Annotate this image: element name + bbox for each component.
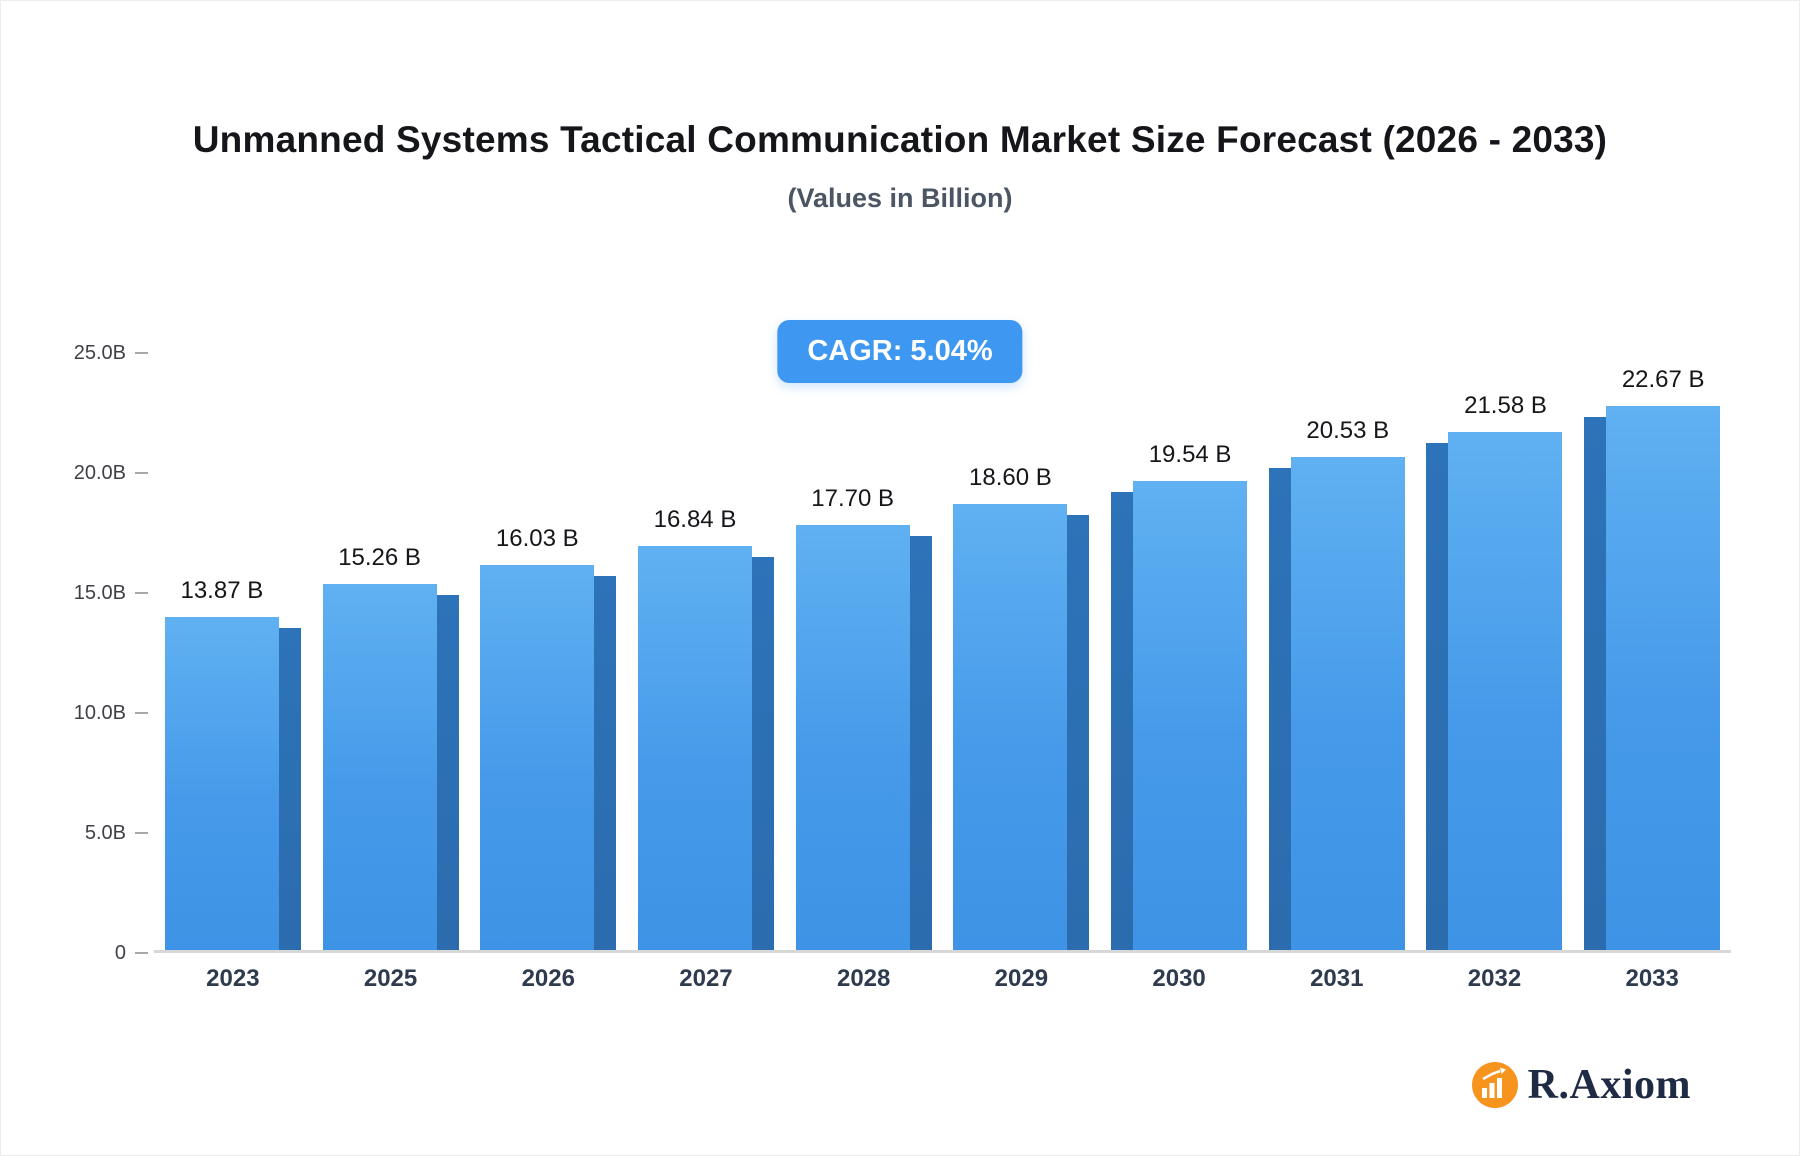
y-axis-tick-mark xyxy=(135,592,148,594)
bar-value-label: 19.54 B xyxy=(1148,441,1232,469)
bar-value-label: 18.60 B xyxy=(969,463,1052,491)
bar-group: 18.60 B xyxy=(943,353,1101,950)
bar-side-face xyxy=(1067,514,1090,950)
x-axis-label: 2026 xyxy=(521,965,575,992)
bar xyxy=(1584,405,1721,950)
bar-chart: CAGR: 5.04% 0 5.0B 10.0B 15.0B 20.0B 25.0B 13… xyxy=(39,293,1761,1013)
bar-value-label: 13.87 B xyxy=(180,577,264,605)
y-axis-tick-mark xyxy=(135,832,148,834)
bar-front-face xyxy=(953,503,1068,950)
bar xyxy=(1426,432,1563,950)
bar-side-face xyxy=(278,628,301,950)
bar-front-face xyxy=(637,545,752,950)
bar-value-label: 21.58 B xyxy=(1464,392,1547,420)
bar xyxy=(1268,457,1405,950)
bar-front-face xyxy=(164,617,279,950)
bar-front-face xyxy=(1290,457,1405,950)
x-axis-label: 2027 xyxy=(679,965,733,992)
bar-front-face xyxy=(795,525,910,950)
x-axis-label: 2033 xyxy=(1625,965,1679,992)
bar-side-face xyxy=(1268,468,1291,950)
y-axis-tick-label: 20.0B xyxy=(73,462,126,484)
x-axis-label: 2031 xyxy=(1310,965,1364,992)
x-axis-label: 2028 xyxy=(836,965,891,992)
bar-group: 19.54 B xyxy=(1100,353,1258,950)
bar-value-label: 22.67 B xyxy=(1621,365,1705,393)
bar xyxy=(637,545,774,950)
bar-front-face xyxy=(1448,432,1563,950)
bar-front-face xyxy=(1133,481,1248,950)
x-axis-label: 2030 xyxy=(1152,965,1206,992)
brand-name: R.Axiom xyxy=(1527,1062,1691,1108)
y-axis-tick-mark xyxy=(135,472,148,474)
bar-front-face xyxy=(1606,405,1721,950)
x-axis-label: 2032 xyxy=(1467,965,1522,992)
bar-group: 16.84 B xyxy=(627,353,785,950)
bar-side-face xyxy=(1584,416,1607,950)
bar-value-label: 17.70 B xyxy=(811,485,895,513)
bar xyxy=(1111,481,1248,950)
bar xyxy=(480,565,617,950)
x-axis: 2023 2025 2026 2027 2028 2029 2030 2031 2032 2033 xyxy=(154,965,1731,993)
bar-group: 16.03 B xyxy=(469,353,627,950)
bar xyxy=(322,583,459,950)
y-axis-tick-mark xyxy=(135,952,148,954)
y-axis-tick-mark xyxy=(135,712,148,714)
y-axis-tick-label: 0 xyxy=(114,942,126,964)
bar-chart-icon xyxy=(1471,1062,1518,1108)
chart-title: Unmanned Systems Tactical Communication … xyxy=(192,119,1608,160)
plot-area: 13.87 B 15.26 B 16.03 B 16.84 B 17.70 B 18.60… xyxy=(154,353,1731,953)
y-axis-tick-label: 25.0B xyxy=(73,342,126,364)
y-axis-tick-label: 10.0B xyxy=(73,702,126,724)
bar xyxy=(953,503,1090,950)
bar-side-face xyxy=(1426,443,1449,950)
x-axis-label: 2025 xyxy=(363,965,418,992)
y-axis: 0 5.0B 10.0B 15.0B 20.0B 25.0B xyxy=(39,342,154,964)
bar-group: 17.70 B xyxy=(785,353,943,950)
bar-group: 21.58 B xyxy=(1416,353,1574,950)
cagr-badge: CAGR: 5.04% xyxy=(777,320,1023,383)
bar-side-face xyxy=(436,594,459,950)
bar-front-face xyxy=(480,565,595,950)
bar-value-label: 20.53 B xyxy=(1306,417,1390,445)
bar-value-label: 16.03 B xyxy=(495,525,579,553)
bar-side-face xyxy=(1111,492,1134,950)
bar xyxy=(164,617,301,950)
bar-group: 22.67 B xyxy=(1573,353,1731,950)
bar-front-face xyxy=(322,583,437,950)
bar-group: 13.87 B xyxy=(154,353,312,950)
y-axis-tick-mark xyxy=(135,352,148,354)
bar-value-label: 16.84 B xyxy=(653,505,737,533)
bar-side-face xyxy=(751,556,774,950)
chart-subtitle: (Values in Billion) xyxy=(787,183,1013,213)
bar-group: 15.26 B xyxy=(312,353,470,950)
chart-frame: Unmanned Systems Tactical Communication … xyxy=(9,11,1791,1155)
x-axis-label: 2029 xyxy=(994,965,1049,992)
y-axis-tick-label: 15.0B xyxy=(73,582,126,604)
bar xyxy=(795,525,932,950)
bar-value-label: 15.26 B xyxy=(338,543,421,571)
bar-side-face xyxy=(594,576,617,950)
brand-logo: R.Axiom xyxy=(1471,1061,1691,1109)
y-axis-tick-label: 5.0B xyxy=(84,822,126,844)
bar-side-face xyxy=(909,536,932,950)
bar-group: 20.53 B xyxy=(1258,353,1416,950)
x-axis-label: 2023 xyxy=(206,965,260,992)
